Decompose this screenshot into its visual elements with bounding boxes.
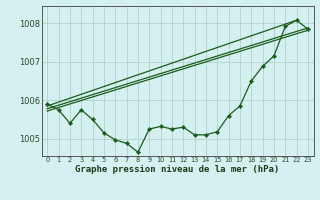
X-axis label: Graphe pression niveau de la mer (hPa): Graphe pression niveau de la mer (hPa) — [76, 165, 280, 174]
